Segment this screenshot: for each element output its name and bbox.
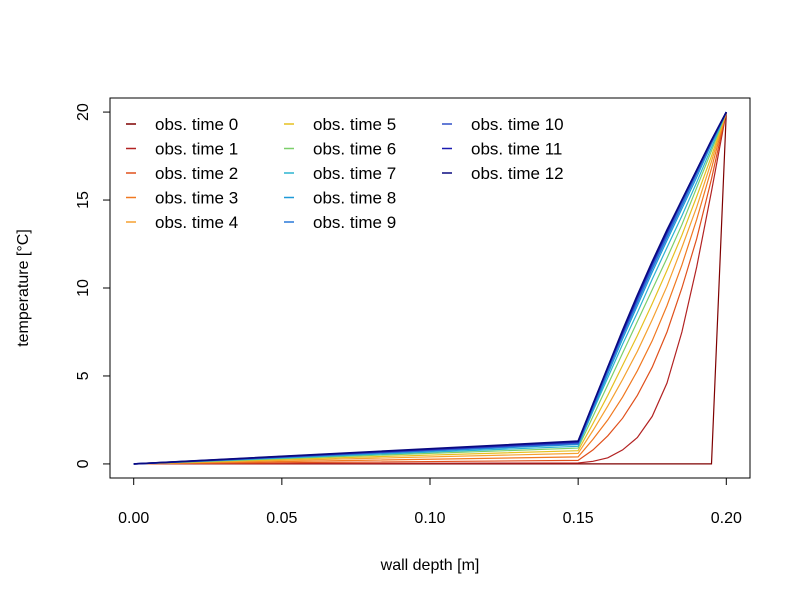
x-tick-label: 0.10 (414, 510, 445, 527)
x-tick-label: 0.20 (711, 510, 742, 527)
legend-label: obs. time 10 (471, 115, 564, 134)
series-line-4 (133, 111, 727, 465)
y-tick-label: 10 (75, 279, 92, 297)
y-axis: 0 5 10 15 20 (75, 103, 110, 468)
legend-label: obs. time 3 (155, 189, 238, 208)
legend-label: obs. time 1 (155, 140, 238, 159)
x-axis-label: wall depth [m] (380, 557, 480, 574)
x-axis: 0.00 0.05 0.10 0.15 0.20 (118, 478, 742, 527)
series-line-1 (133, 111, 727, 465)
series-line-6 (133, 111, 727, 465)
legend-label: obs. time 8 (313, 189, 396, 208)
series-line-12 (133, 111, 728, 465)
legend-label: obs. time 11 (471, 140, 562, 159)
y-axis-label: temperature [°C] (15, 229, 32, 347)
legend-label: obs. time 2 (155, 164, 238, 183)
series-lines (133, 111, 728, 465)
y-tick-label: 0 (75, 459, 92, 468)
legend-label: obs. time 7 (313, 164, 396, 183)
y-tick-label: 15 (75, 191, 92, 209)
legend-label: obs. time 5 (313, 115, 396, 134)
series-line-0 (133, 112, 727, 465)
y-tick-label: 20 (75, 103, 92, 121)
legend-label: obs. time 9 (313, 213, 396, 232)
series-line-2 (133, 111, 727, 465)
legend-label: obs. time 4 (155, 213, 238, 232)
series-line-3 (133, 111, 727, 465)
legend: obs. time 0 obs. time 1 obs. time 2 obs. ti… (126, 115, 564, 232)
x-tick-label: 0.05 (266, 510, 297, 527)
legend-label: obs. time 0 (155, 115, 238, 134)
series-line-7 (133, 111, 727, 465)
legend-label: obs. time 12 (471, 164, 564, 183)
series-line-5 (133, 111, 727, 465)
x-tick-label: 0.00 (118, 510, 149, 527)
y-tick-label: 5 (75, 371, 92, 380)
legend-label: obs. time 6 (313, 140, 396, 159)
x-tick-label: 0.15 (563, 510, 594, 527)
